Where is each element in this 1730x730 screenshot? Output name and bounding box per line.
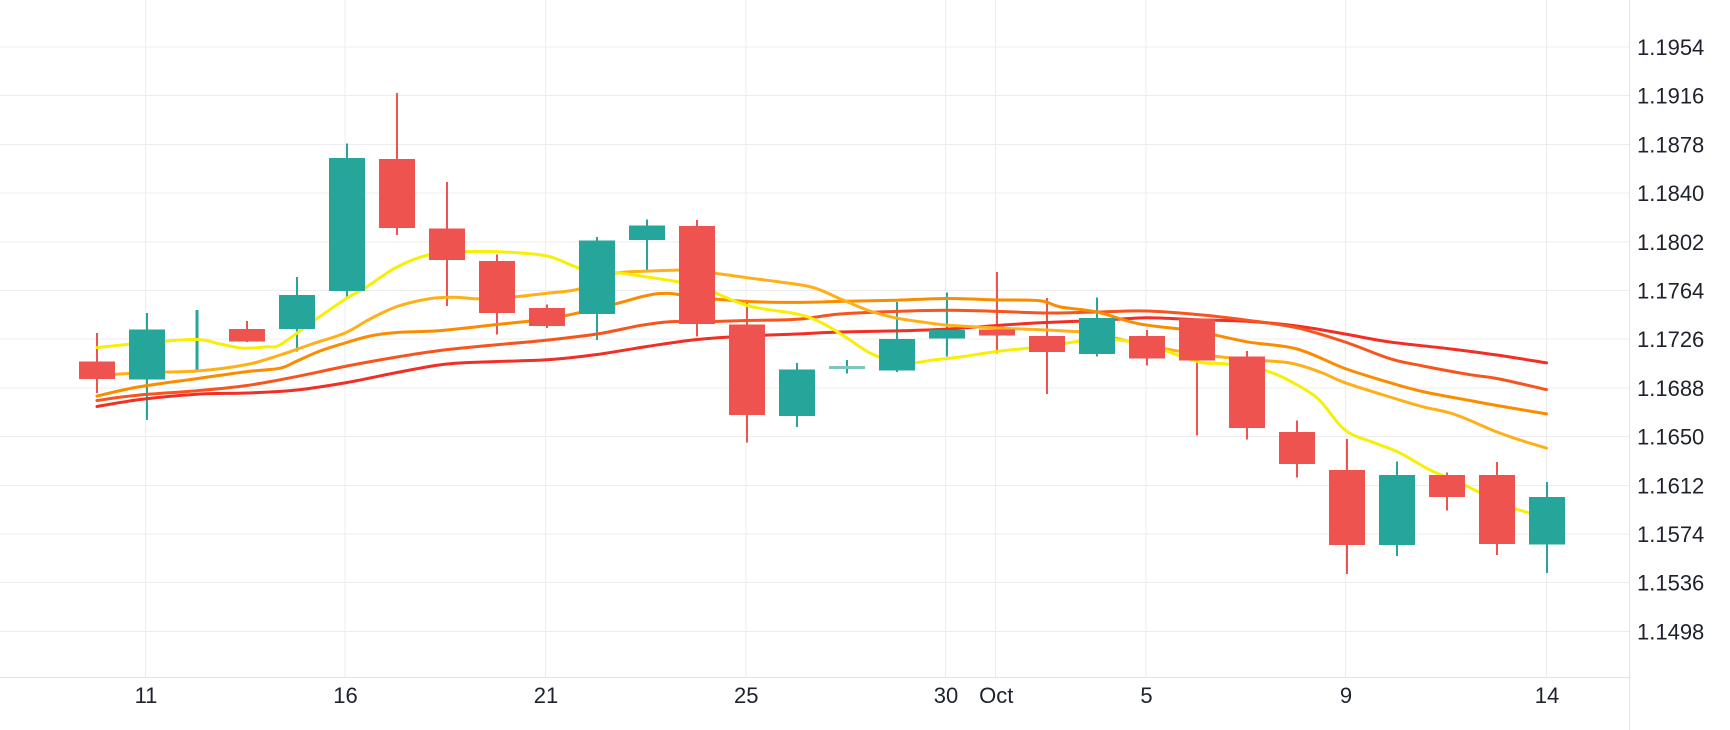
svg-text:14: 14 <box>1535 683 1559 708</box>
svg-text:1.1536: 1.1536 <box>1637 571 1704 596</box>
svg-text:1.1916: 1.1916 <box>1637 84 1704 109</box>
svg-text:1.1612: 1.1612 <box>1637 473 1704 498</box>
svg-text:1.1650: 1.1650 <box>1637 425 1704 450</box>
svg-text:1.1878: 1.1878 <box>1637 132 1704 157</box>
svg-text:9: 9 <box>1340 683 1352 708</box>
svg-text:16: 16 <box>333 683 357 708</box>
svg-text:1.1840: 1.1840 <box>1637 181 1704 206</box>
svg-text:1.1954: 1.1954 <box>1637 35 1704 60</box>
svg-text:5: 5 <box>1140 683 1152 708</box>
svg-text:1.1688: 1.1688 <box>1637 376 1704 401</box>
svg-text:1.1764: 1.1764 <box>1637 279 1704 304</box>
svg-text:1.1574: 1.1574 <box>1637 522 1704 547</box>
svg-text:1.1802: 1.1802 <box>1637 230 1704 255</box>
svg-text:30: 30 <box>934 683 958 708</box>
svg-text:1.1498: 1.1498 <box>1637 619 1704 644</box>
svg-text:21: 21 <box>534 683 558 708</box>
svg-text:Oct: Oct <box>979 683 1013 708</box>
svg-text:1.1726: 1.1726 <box>1637 327 1704 352</box>
svg-text:11: 11 <box>135 683 158 708</box>
svg-text:25: 25 <box>734 683 758 708</box>
